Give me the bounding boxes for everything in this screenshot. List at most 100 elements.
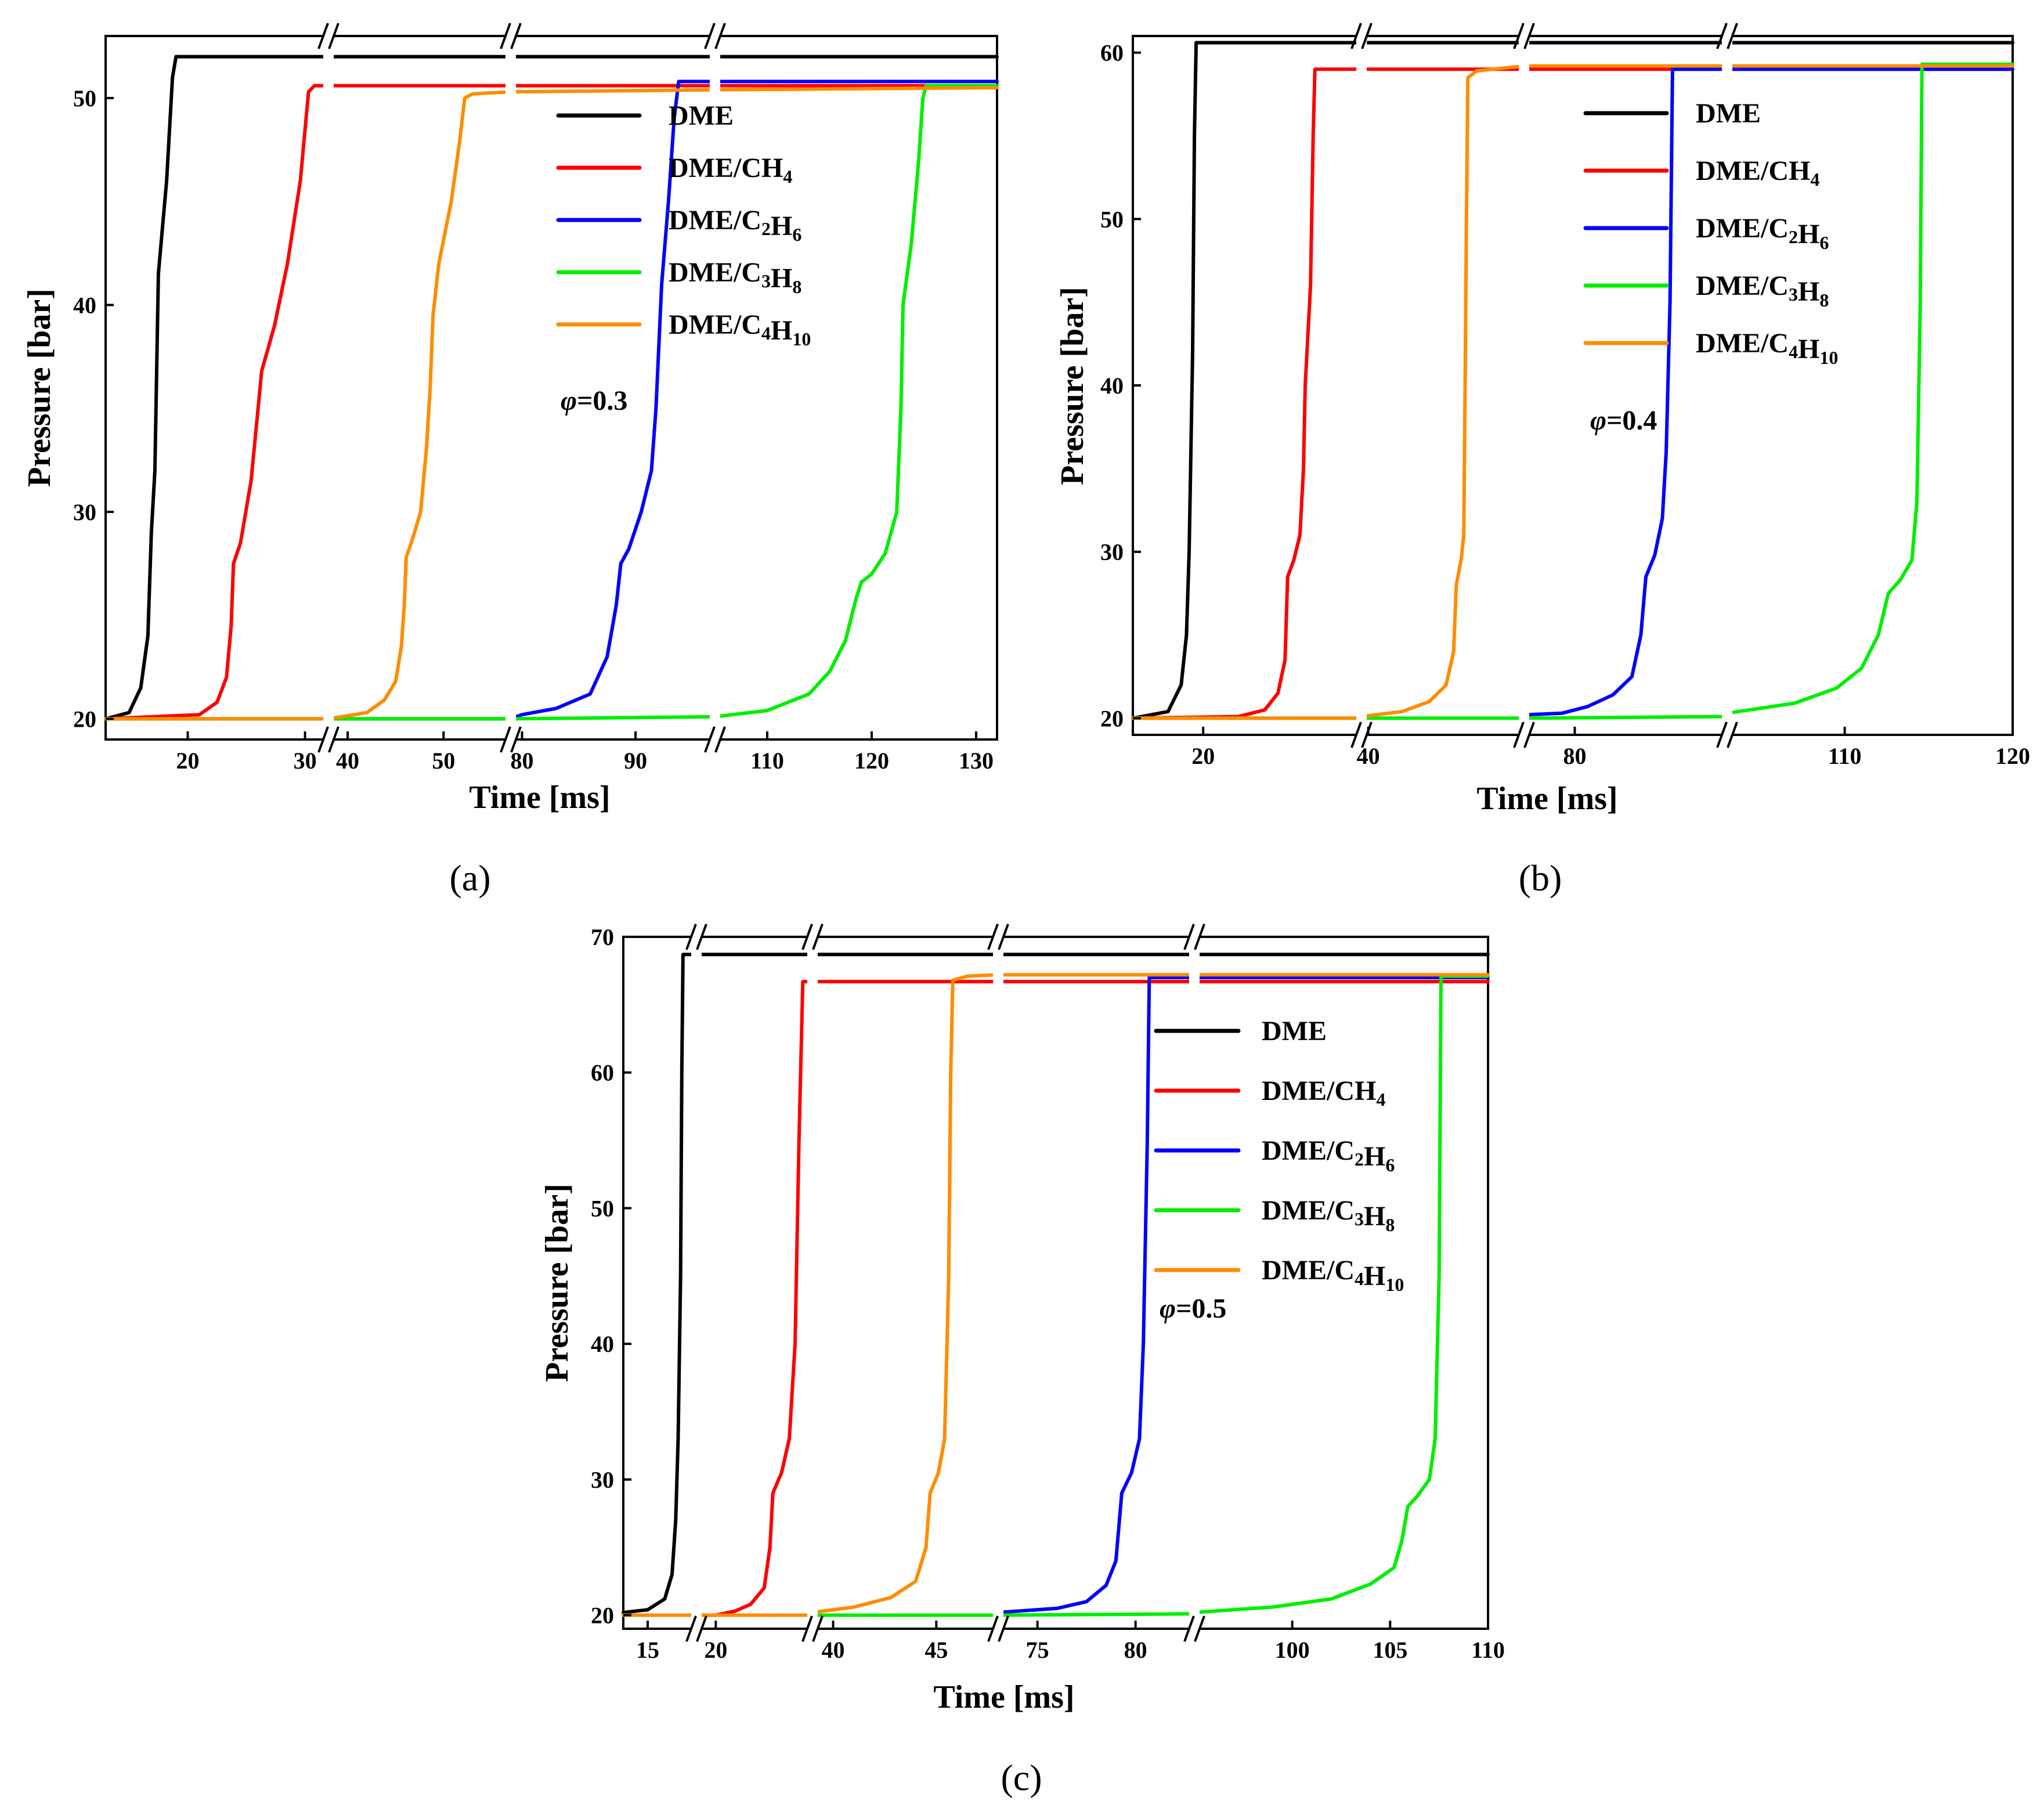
legend-label-a-3: DME/C3H8 <box>669 257 801 297</box>
y-tick-label-a-2: 40 <box>73 292 96 318</box>
axis-break-mark-b-0-0-1 <box>1361 23 1373 49</box>
axis-break-gap-c-1 <box>807 933 818 1632</box>
axis-breaks-c <box>685 923 1205 1642</box>
legend-label-c-1: DME/CH4 <box>1262 1076 1385 1110</box>
axis-break-mark-c-1-1-0 <box>801 1615 813 1642</box>
y-tick-label-c-2: 40 <box>591 1331 614 1357</box>
axis-break-gap-a-2 <box>710 33 720 743</box>
axis-break-gap-b-1 <box>1519 33 1529 738</box>
x-tick-label-a-2-0: 80 <box>511 748 534 774</box>
series-line-c-0 <box>622 953 1490 1614</box>
axis-break-mark-b-2-0-1 <box>1727 23 1738 49</box>
axis-break-mark-c-3-0-0 <box>1183 923 1195 950</box>
legend-label-a-4: DME/C4H10 <box>669 309 811 349</box>
legend-label-c-4: DME/C4H10 <box>1262 1255 1404 1295</box>
axis-break-mark-a-1-1-1 <box>510 726 522 753</box>
x-tick-label-c-2-0: 40 <box>822 1637 845 1663</box>
y-tick-label-b-0: 20 <box>1100 705 1124 731</box>
y-ticks-b: 20 30 40 50 60 <box>1100 40 1141 731</box>
x-ticks-c: 15 20 40 45 75 80 100 105 110 <box>636 1621 1505 1663</box>
axis-break-mark-c-1-0-0 <box>801 923 813 950</box>
axis-break-mark-b-0-1-0 <box>1350 721 1362 748</box>
axis-break-gap-b-0 <box>1356 33 1367 738</box>
legend-label-b-1: DME/CH4 <box>1696 156 1819 190</box>
y-tick-label-c-1: 30 <box>591 1467 614 1493</box>
axis-break-mark-a-0-1-0 <box>317 726 329 753</box>
series-line-b-4 <box>1131 64 2014 720</box>
y-tick-label-c-5: 70 <box>591 924 614 950</box>
series-curves-a <box>104 55 999 721</box>
axis-break-mark-b-1-1-0 <box>1513 721 1525 748</box>
legend-label-c-2: DME/C2H6 <box>1262 1135 1395 1175</box>
axis-break-gap-a-0 <box>323 33 334 743</box>
axis-break-mark-b-0-1-1 <box>1361 721 1373 748</box>
axis-breaks-a <box>317 23 726 753</box>
x-ticks-a: 20 30 40 50 80 90 110 120 130 <box>176 731 994 774</box>
phi-value-b: =0.4 <box>1606 405 1657 436</box>
axis-break-mark-a-0-0-0 <box>317 23 329 49</box>
axis-break-mark-c-0-0-1 <box>696 923 707 950</box>
plot-frame-c <box>622 936 1489 1630</box>
legend-label-b-4: DME/C4H10 <box>1696 328 1838 368</box>
axis-break-gap-b-2 <box>1722 33 1732 738</box>
panel-c: 15 20 40 45 75 80 100 105 110 20 30 40 50 60 70 Time … <box>539 923 1505 1798</box>
legend-b: DME DME/CH4 DME/C2H6 DME/C3H8 DME/C4H10 <box>1583 98 1838 368</box>
x-tick-label-b-2-0: 80 <box>1563 743 1587 769</box>
series-line-c-4 <box>622 973 1490 1617</box>
series-line-c-3 <box>811 974 1490 1617</box>
phi-label-a: φ=0.3 <box>561 385 627 416</box>
axis-break-mark-c-2-0-0 <box>987 923 999 950</box>
axis-break-mark-c-2-1-0 <box>987 1615 999 1642</box>
y-tick-label-c-0: 20 <box>591 1603 614 1629</box>
axis-break-mark-a-2-1-1 <box>714 726 726 753</box>
x-tick-label-b-0-0: 20 <box>1191 743 1215 769</box>
x-tick-label-a-0-1: 30 <box>294 748 317 774</box>
y-tick-label-b-2: 40 <box>1100 373 1124 399</box>
axis-break-mark-a-0-0-1 <box>328 23 340 49</box>
x-tick-label-a-2-1: 90 <box>624 748 647 774</box>
y-ticks-c: 20 30 40 50 60 70 <box>591 924 631 1629</box>
y-axis-label-a: Pressure [bar] <box>21 288 57 487</box>
phi-label-b: φ=0.4 <box>1590 405 1657 436</box>
axis-break-mark-b-0-0-0 <box>1350 23 1362 49</box>
axis-break-mark-b-1-0-0 <box>1513 23 1525 49</box>
x-axis-label-a: Time [ms] <box>469 780 610 816</box>
phi-label-c: φ=0.5 <box>1160 1293 1226 1324</box>
axis-break-mark-c-0-1-1 <box>696 1615 707 1642</box>
series-line-b-1 <box>1131 67 2014 720</box>
y-ticks-a: 20 30 40 50 <box>73 85 114 732</box>
y-tick-label-c-3: 50 <box>591 1195 614 1221</box>
legend-a: DME DME/CH4 DME/C2H6 DME/C3H8 DME/C4H10 <box>556 100 811 349</box>
axis-break-mark-a-1-1-0 <box>500 726 511 753</box>
axis-break-mark-b-1-1-1 <box>1523 721 1535 748</box>
y-tick-label-a-0: 20 <box>73 706 96 732</box>
legend-label-b-2: DME/C2H6 <box>1696 213 1829 253</box>
series-line-b-0 <box>1131 41 2014 720</box>
legend-label-b-3: DME/C3H8 <box>1696 270 1829 311</box>
series-line-a-2 <box>104 80 999 721</box>
phi-symbol-b: φ <box>1590 405 1606 436</box>
series-line-b-3 <box>1131 62 2014 720</box>
y-axis-label-b: Pressure [bar] <box>1054 287 1090 485</box>
x-tick-label-a-0-0: 20 <box>176 748 199 774</box>
series-line-a-1 <box>104 84 999 721</box>
axis-break-mark-c-0-0-0 <box>685 923 697 950</box>
axis-break-mark-b-1-0-1 <box>1523 23 1535 49</box>
axis-break-mark-b-2-1-1 <box>1727 721 1738 748</box>
series-line-a-3 <box>104 84 999 721</box>
x-tick-label-a-3-0: 110 <box>750 748 784 774</box>
axis-break-mark-c-1-0-1 <box>812 923 824 950</box>
x-tick-label-a-1-0: 40 <box>336 748 359 774</box>
plot-frame-a <box>104 35 998 741</box>
axis-break-mark-a-2-1-0 <box>704 726 716 753</box>
axis-break-gap-a-1 <box>505 33 516 743</box>
x-axis-label-b: Time [ms] <box>1476 781 1617 817</box>
axis-break-gap-c-0 <box>691 933 702 1632</box>
x-tick-label-c-4-2: 110 <box>1471 1637 1505 1663</box>
x-tick-label-c-4-1: 105 <box>1373 1637 1407 1663</box>
x-axis-label-c: Time [ms] <box>933 1679 1074 1715</box>
legend-label-b-0: DME <box>1696 98 1761 129</box>
series-line-c-1 <box>695 980 1490 1617</box>
phi-value-c: =0.5 <box>1176 1293 1226 1324</box>
